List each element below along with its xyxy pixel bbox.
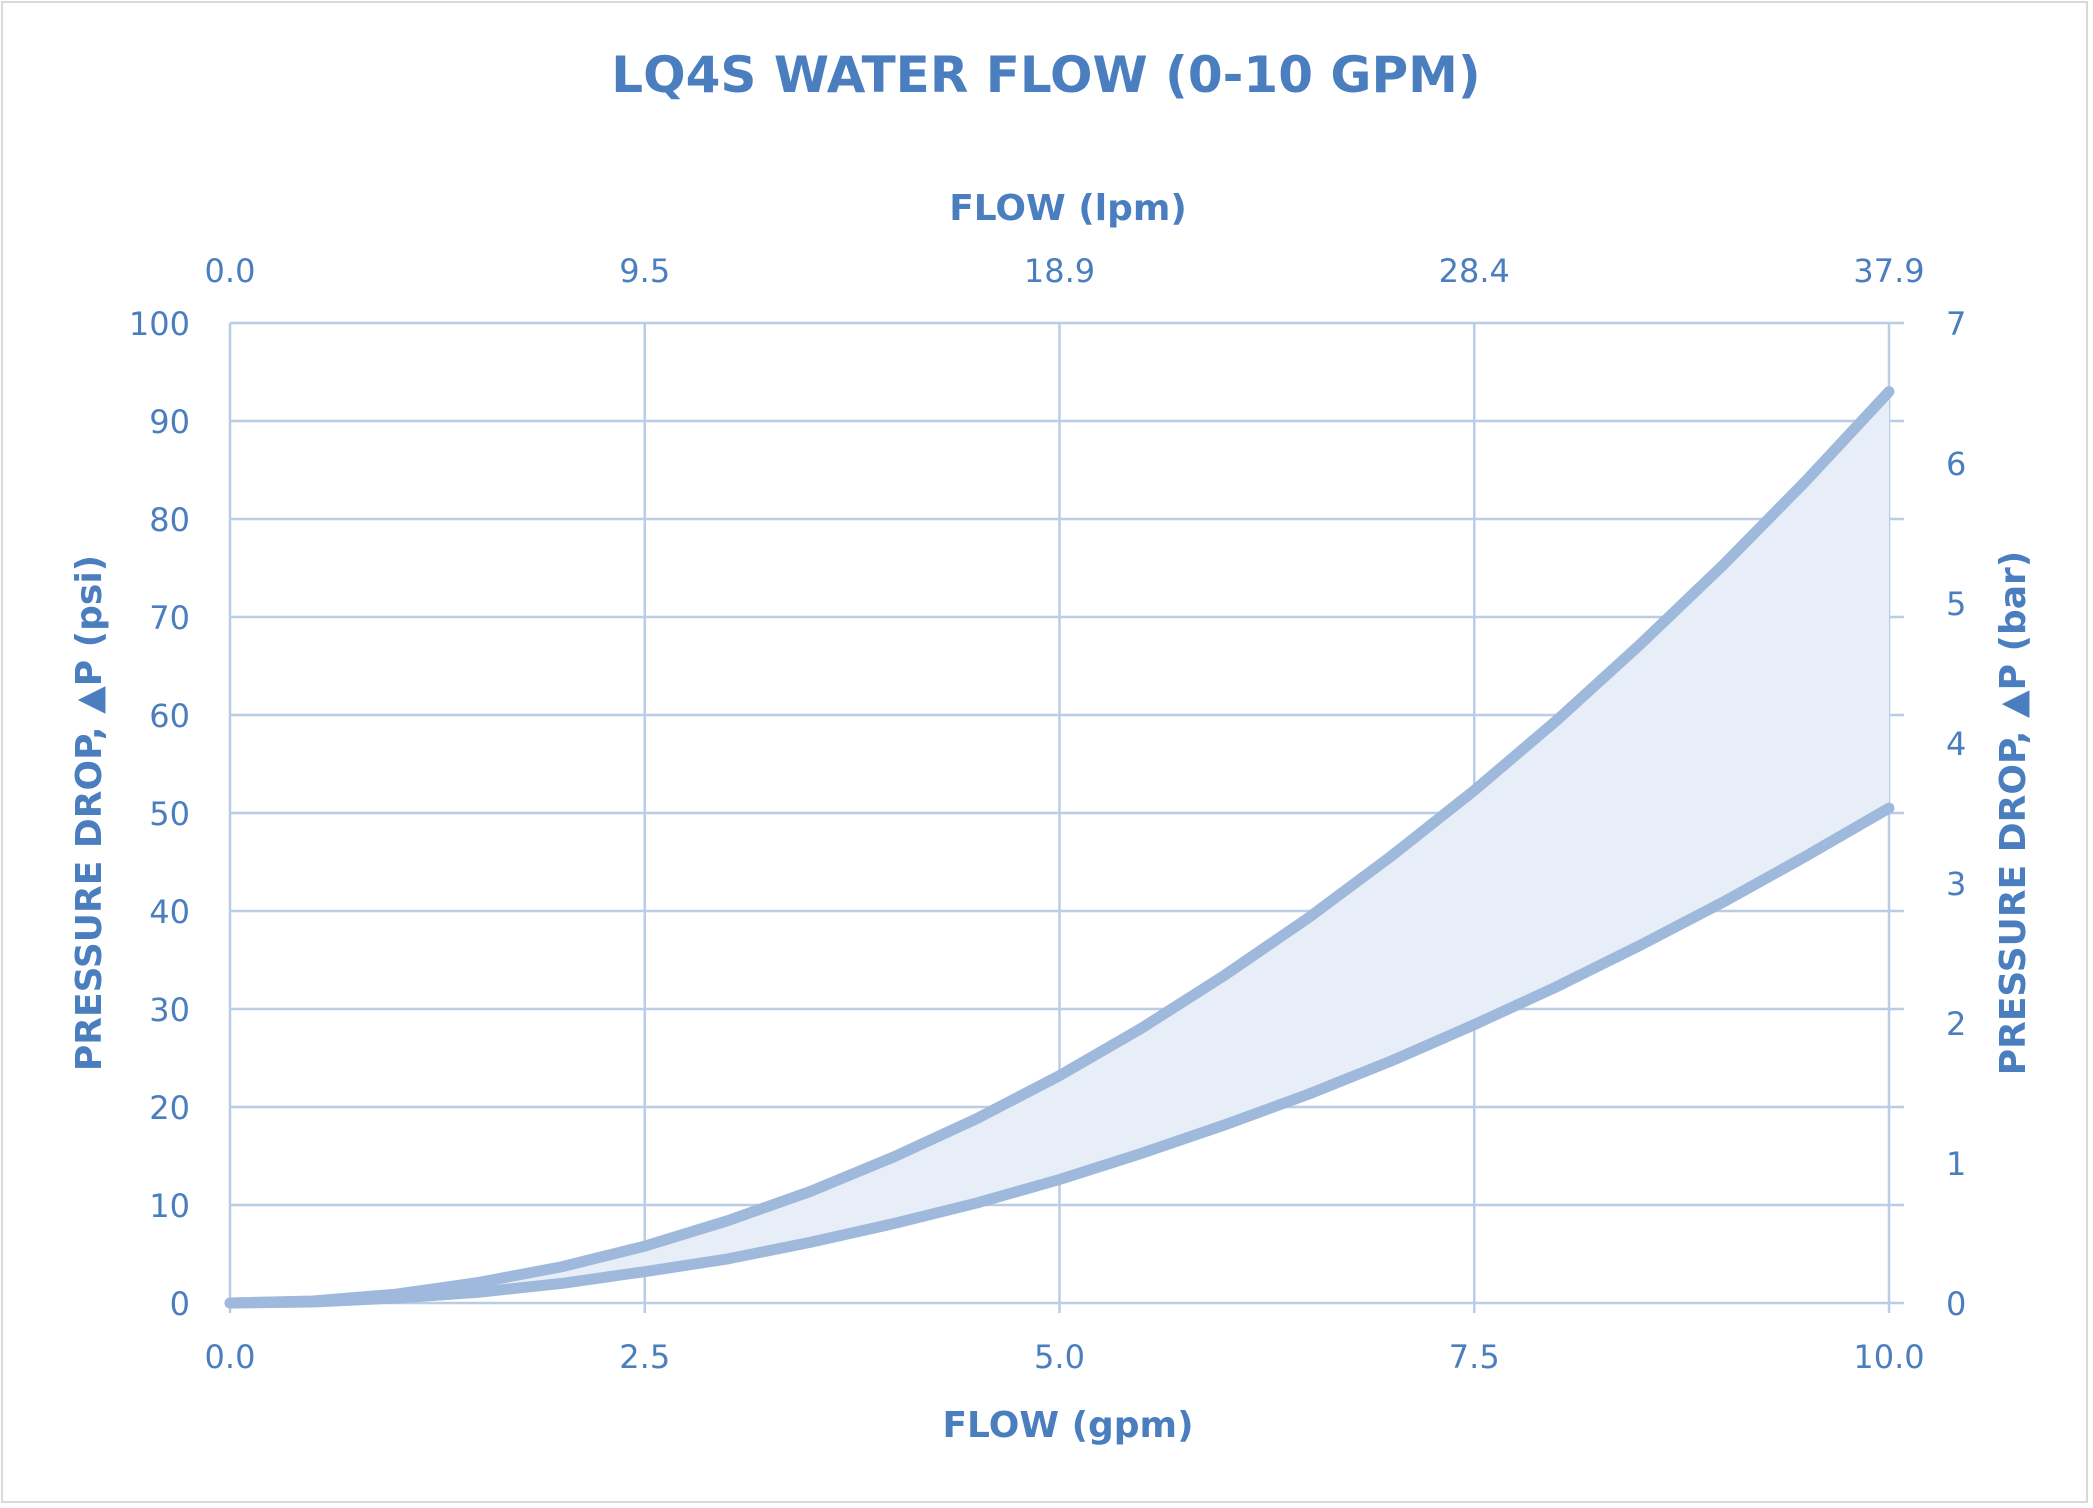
data-point <box>1390 1060 1392 1062</box>
y-axis-title: PRESSURE DROP, ▲P (psi) <box>69 555 110 1071</box>
y-tick-label: 60 <box>149 697 190 735</box>
data-point <box>1141 1027 1143 1029</box>
data-point <box>1224 974 1226 976</box>
x2-tick-label: 37.9 <box>1853 252 1924 290</box>
y-tick-label: 80 <box>149 501 190 539</box>
y-tick-label: 90 <box>149 403 190 441</box>
data-point <box>1141 1152 1143 1154</box>
data-point <box>561 1266 563 1268</box>
x-tick-label: 10.0 <box>1853 1338 1924 1376</box>
data-point <box>1059 1179 1060 1181</box>
data-point <box>1639 944 1641 946</box>
data-point <box>1888 807 1890 809</box>
y2-tick-label: 1 <box>1946 1145 1966 1183</box>
data-point <box>478 1291 480 1293</box>
data-point <box>561 1282 563 1284</box>
data-point <box>1639 643 1641 645</box>
chart-title: LQ4S WATER FLOW (0-10 GPM) <box>611 46 1480 104</box>
data-point <box>1556 985 1558 987</box>
y-tick-label: 40 <box>149 893 190 931</box>
data-point <box>1722 901 1724 903</box>
data-point <box>1390 855 1392 857</box>
y-tick-label: 70 <box>149 599 190 637</box>
data-point <box>810 1241 812 1243</box>
y-tick-label: 100 <box>129 305 190 343</box>
y2-tick-label: 0 <box>1946 1285 1966 1323</box>
data-point <box>976 1202 978 1204</box>
data-point <box>1307 917 1309 919</box>
data-point <box>1805 480 1807 482</box>
data-point <box>727 1258 729 1260</box>
x-tick-label: 0.0 <box>205 1338 256 1376</box>
data-point <box>229 1302 231 1304</box>
data-point <box>1556 719 1558 721</box>
data-point <box>976 1118 978 1120</box>
x-tick-label: 7.5 <box>1449 1338 1500 1376</box>
data-point <box>1473 1024 1475 1026</box>
data-point <box>644 1271 646 1273</box>
x-axis-title: FLOW (gpm) <box>942 1405 1193 1446</box>
x2-tick-label: 9.5 <box>619 252 670 290</box>
data-point <box>644 1245 646 1247</box>
data-point <box>312 1301 314 1303</box>
data-point <box>1224 1124 1226 1126</box>
y2-tick-label: 2 <box>1946 1005 1966 1043</box>
data-point <box>893 1156 895 1158</box>
x2-axis-title: FLOW (lpm) <box>949 188 1187 229</box>
data-point <box>1888 391 1890 393</box>
data-point <box>1059 1075 1060 1077</box>
x-tick-label: 2.5 <box>619 1338 670 1376</box>
data-point <box>395 1297 397 1299</box>
data-point <box>1307 1093 1309 1095</box>
x2-tick-label: 28.4 <box>1439 252 1510 290</box>
data-point <box>1722 564 1724 566</box>
y2-tick-label: 4 <box>1946 725 1966 763</box>
y2-tick-label: 6 <box>1946 445 1966 483</box>
data-point <box>1473 789 1475 791</box>
data-point <box>893 1223 895 1225</box>
y-tick-label: 10 <box>149 1187 190 1225</box>
data-point <box>810 1190 812 1192</box>
x2-tick-label: 0.0 <box>205 252 256 290</box>
data-point <box>727 1220 729 1222</box>
y2-axis-title: PRESSURE DROP, ▲P (bar) <box>1993 551 2034 1076</box>
data-point <box>478 1281 480 1283</box>
range-fill <box>230 391 1889 1304</box>
x-tick-label: 5.0 <box>1034 1338 1085 1376</box>
y2-tick-label: 3 <box>1946 865 1966 903</box>
data-point <box>1805 855 1807 857</box>
y-tick-label: 0 <box>170 1285 190 1323</box>
y-tick-label: 20 <box>149 1089 190 1127</box>
y2-tick-label: 5 <box>1946 585 1966 623</box>
x2-tick-label: 18.9 <box>1024 252 1095 290</box>
y2-tick-label: 7 <box>1946 305 1966 343</box>
y-tick-label: 50 <box>149 795 190 833</box>
y-tick-label: 30 <box>149 991 190 1029</box>
